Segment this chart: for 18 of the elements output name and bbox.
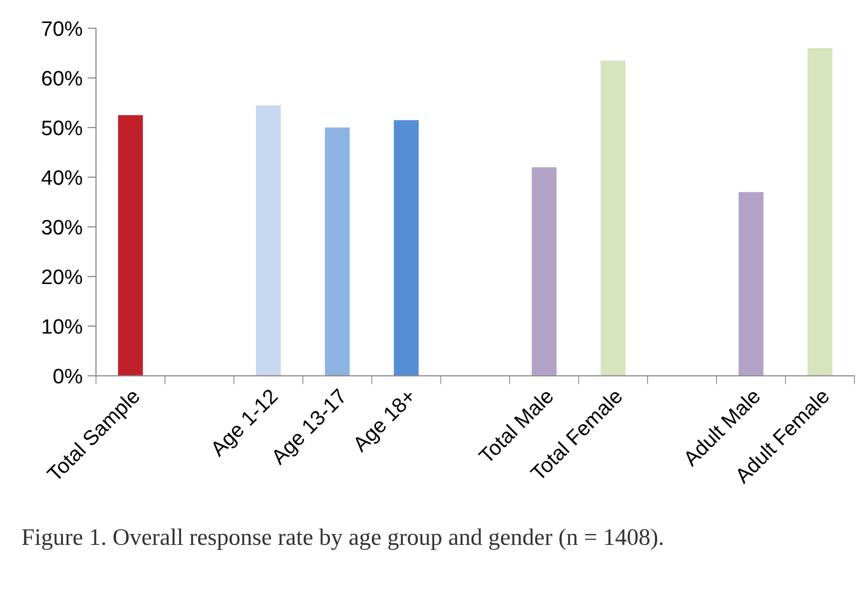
bar xyxy=(738,192,764,376)
y-tick-label: 60% xyxy=(42,70,82,86)
y-tick-label: 30% xyxy=(42,220,82,235)
y-tick-label: 10% xyxy=(42,319,82,334)
y-tick-label: 50% xyxy=(42,120,82,136)
y-tick-label: 0% xyxy=(53,368,82,384)
y-tick-label: 20% xyxy=(42,269,82,284)
bar xyxy=(808,48,832,376)
bar xyxy=(600,60,626,376)
y-tick-label: 70% xyxy=(42,21,82,36)
bar xyxy=(532,167,557,376)
bar xyxy=(256,105,281,376)
bar xyxy=(394,120,419,376)
bar xyxy=(118,115,143,376)
caption: Figure 1. Overall response rate by age group and gender (n = 1408). xyxy=(22,528,663,550)
bar xyxy=(324,128,350,376)
y-tick-label: 40% xyxy=(42,170,82,185)
x-tick-label: Age 18+ xyxy=(351,388,420,456)
